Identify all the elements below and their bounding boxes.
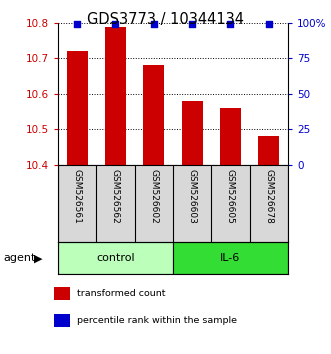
Point [74,22,80,27]
Bar [220,108,241,165]
Text: GSM526603: GSM526603 [188,169,197,224]
Point [113,22,118,27]
Text: GSM526562: GSM526562 [111,169,120,224]
Text: GSM526678: GSM526678 [264,169,273,224]
Bar [105,27,126,165]
Point [151,22,157,27]
Text: GSM526602: GSM526602 [149,169,158,224]
Text: agent: agent [3,253,36,263]
Point [189,22,195,27]
Text: GDS3773 / 10344134: GDS3773 / 10344134 [87,12,244,27]
Bar [58,242,173,274]
Bar [182,101,203,165]
Text: transformed count: transformed count [77,289,166,298]
Bar [258,136,279,165]
Bar [143,65,164,165]
Text: IL-6: IL-6 [220,253,241,263]
Text: control: control [96,253,135,263]
Text: GSM526561: GSM526561 [72,169,82,224]
Bar [67,51,88,165]
Text: percentile rank within the sample: percentile rank within the sample [77,316,237,325]
Bar [173,242,288,274]
Text: ▶: ▶ [34,253,42,263]
Point [266,22,271,27]
Bar [54,287,70,299]
Text: GSM526605: GSM526605 [226,169,235,224]
Point [228,22,233,27]
Bar [54,314,70,327]
